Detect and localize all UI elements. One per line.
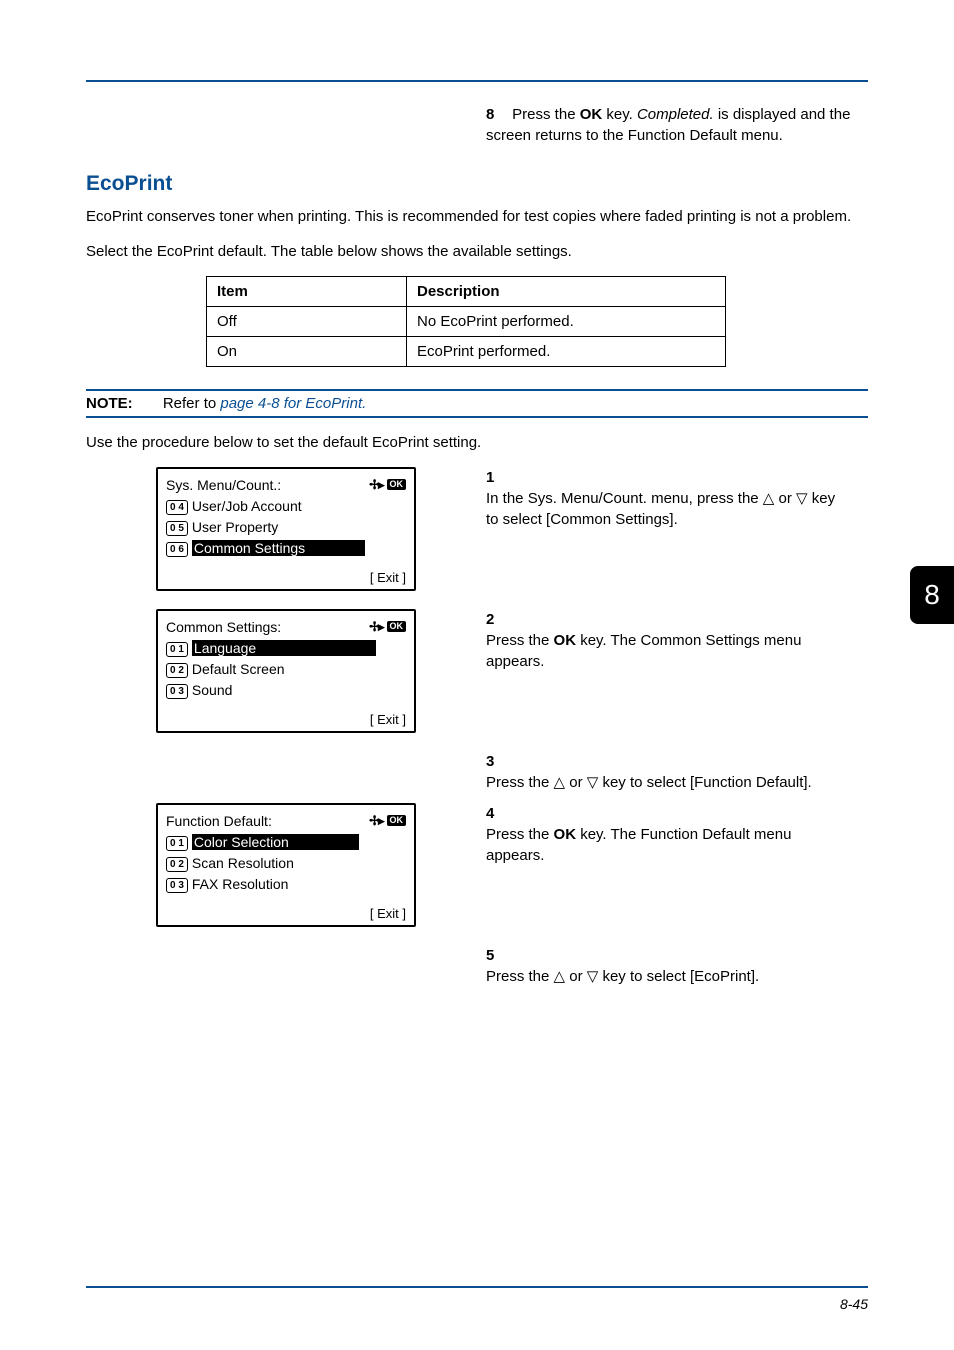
step-2-row: Common Settings: ✢▸ OK 0 1Language 0 2De… (86, 609, 868, 733)
note-block: NOTE: Refer to page 4-8 for EcoPrint. (86, 389, 868, 418)
lcd-panel-function-default: Function Default: ✢▸ OK 0 1Color Selecti… (156, 803, 416, 927)
table-row: On EcoPrint performed. (207, 337, 726, 367)
lcd-panel-sys-menu: Sys. Menu/Count.: ✢▸ OK 0 4User/Job Acco… (156, 467, 416, 591)
lcd-row-selected: 0 1Language (166, 638, 406, 659)
step-3-text: Press the △ or ▽ key to select [Function… (486, 772, 842, 793)
lcd-row: 0 2Scan Resolution (166, 853, 406, 874)
ok-icon: OK (387, 621, 407, 632)
step-8-number: 8 (486, 104, 508, 125)
step-5-row: 5 Press the △ or ▽ key to select [EcoPri… (86, 945, 868, 987)
step-3-row: 3 Press the △ or ▽ key to select [Functi… (86, 751, 868, 793)
note-link[interactable]: page 4-8 for EcoPrint. (220, 395, 366, 412)
intro-paragraph-2: Select the EcoPrint default. The table b… (86, 241, 868, 262)
step-8-row: 8 Press the OK key. Completed. is displa… (86, 104, 868, 146)
dpad-icon: ✢▸ (369, 617, 382, 637)
lcd-row: 0 2Default Screen (166, 659, 406, 680)
dpad-icon: ✢▸ (369, 811, 382, 831)
step-2-text: Press the OK key. The Common Settings me… (486, 630, 842, 672)
nav-ok-icon: ✢▸ OK (369, 475, 406, 495)
procedure-list: Sys. Menu/Count.: ✢▸ OK 0 4User/Job Acco… (86, 467, 868, 987)
step-5-text: Press the △ or ▽ key to select [EcoPrint… (486, 966, 842, 987)
step-1-text: In the Sys. Menu/Count. menu, press the … (486, 488, 842, 530)
side-tab-chapter: 8 (910, 566, 954, 624)
footer-rule (86, 1286, 868, 1288)
table-row: Off No EcoPrint performed. (207, 307, 726, 337)
ok-icon: OK (387, 479, 407, 490)
lcd-row: 0 4User/Job Account (166, 496, 406, 517)
note-label: NOTE: (86, 395, 133, 412)
table-header-desc: Description (407, 277, 726, 307)
table-header-row: Item Description (207, 277, 726, 307)
page-number: 8-45 (840, 1296, 868, 1312)
nav-ok-icon: ✢▸ OK (369, 617, 406, 637)
step-4-row: Function Default: ✢▸ OK 0 1Color Selecti… (86, 803, 868, 927)
table-header-item: Item (207, 277, 407, 307)
dpad-icon: ✢▸ (369, 475, 382, 495)
section-heading-ecoprint: EcoPrint (86, 172, 868, 196)
nav-ok-icon: ✢▸ OK (369, 811, 406, 831)
lcd-row-selected: 0 6Common Settings (166, 538, 406, 559)
lcd-row: 0 3Sound (166, 680, 406, 701)
lcd-footer-exit: [ Exit ] (370, 568, 406, 588)
options-table: Item Description Off No EcoPrint perform… (206, 276, 726, 367)
intro-paragraph-1: EcoPrint conserves toner when printing. … (86, 206, 868, 227)
ok-icon: OK (387, 815, 407, 826)
lcd-footer-exit: [ Exit ] (370, 710, 406, 730)
lcd-row-selected: 0 1Color Selection (166, 832, 406, 853)
step-8-text: Press the OK key. Completed. is displaye… (486, 106, 850, 144)
step-4-text: Press the OK key. The Function Default m… (486, 824, 842, 866)
lcd-panel-common-settings: Common Settings: ✢▸ OK 0 1Language 0 2De… (156, 609, 416, 733)
step-1-row: Sys. Menu/Count.: ✢▸ OK 0 4User/Job Acco… (86, 467, 868, 591)
procedure-lead: Use the procedure below to set the defau… (86, 432, 868, 453)
note-text: Refer to (163, 395, 221, 412)
lcd-footer-exit: [ Exit ] (370, 904, 406, 924)
lcd-row: 0 5User Property (166, 517, 406, 538)
header-rule (86, 80, 868, 82)
lcd-row: 0 3FAX Resolution (166, 874, 406, 895)
